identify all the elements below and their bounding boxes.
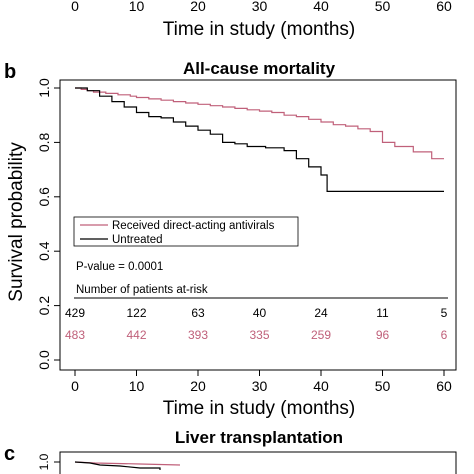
survival-curves — [75, 87, 444, 192]
at-risk-treated-cell: 96 — [376, 328, 390, 342]
y-tick-label: 0.6 — [36, 187, 52, 207]
at-risk-table: 429 122 63 40 24 11 5 483 442 393 335 259 96 6 — [65, 306, 448, 342]
at-risk-treated-cell: 259 — [311, 328, 331, 342]
top-x-tick-label: 40 — [313, 0, 329, 14]
y-tick-label: 0.8 — [36, 132, 52, 152]
at-risk-title: Number of patients at-risk — [76, 284, 208, 296]
x-axis: 0 10 20 30 40 50 60 — [71, 370, 452, 394]
x-axis-label: Time in study (months) — [163, 398, 356, 419]
panel-c-partial: c Liver transplantation 1.0 — [4, 428, 457, 474]
at-risk-treated-cell: 442 — [126, 328, 146, 342]
at-risk-treated-cell: 335 — [249, 328, 269, 342]
top-x-tick-label: 30 — [252, 0, 268, 14]
panel-c-title: Liver transplantation — [175, 428, 343, 447]
top-x-axis-label: Time in study (months) — [163, 19, 356, 40]
legend-label-treated: Received direct-acting antivirals — [112, 220, 275, 232]
panel-c-frame — [59, 451, 457, 474]
x-tick-label: 0 — [71, 378, 79, 394]
legend-box — [73, 216, 299, 247]
panel-b-letter: b — [4, 61, 16, 83]
x-tick-label: 40 — [313, 378, 329, 394]
panel-c-curve-untreated — [74, 461, 161, 470]
top-panel-partial: 0 10 20 30 40 50 60 Time in study (months) — [71, 0, 452, 40]
x-tick-label: 60 — [436, 378, 452, 394]
at-risk-untreated-cell: 11 — [376, 306, 389, 320]
y-tick-label: 1.0 — [36, 78, 52, 98]
top-x-tick-label: 0 — [71, 0, 79, 14]
at-risk-treated-cell: 483 — [65, 328, 85, 342]
curve-treated — [75, 87, 444, 160]
y-axis-label: Survival probability — [6, 142, 27, 302]
at-risk-untreated-cell: 24 — [314, 306, 328, 320]
panel-b: b All-cause mortality 0.0 0.2 0.4 0.6 0.8 1.0… — [4, 59, 457, 419]
top-x-tick-label: 50 — [375, 0, 391, 14]
at-risk-untreated-cell: 63 — [191, 306, 205, 320]
top-x-tick-label: 20 — [190, 0, 206, 14]
x-tick-label: 30 — [252, 378, 268, 394]
legend-label-untreated: Untreated — [112, 234, 163, 246]
plot-frame — [59, 79, 457, 371]
p-value: P-value = 0.0001 — [76, 261, 163, 273]
chart-title: All-cause mortality — [183, 59, 336, 78]
at-risk-untreated-cell: 429 — [65, 306, 85, 320]
x-tick-label: 20 — [190, 378, 206, 394]
top-x-tick-labels: 0 10 20 30 40 50 60 — [71, 0, 452, 14]
top-x-tick-label: 10 — [129, 0, 145, 14]
y-tick-label: 0.2 — [36, 296, 52, 316]
panel-c-y-tick-label: 1.0 — [37, 453, 51, 470]
curve-untreated — [75, 87, 444, 192]
y-axis: 0.0 0.2 0.4 0.6 0.8 1.0 — [36, 78, 60, 370]
at-risk-untreated-cell: 40 — [253, 306, 267, 320]
at-risk-untreated-cell: 5 — [441, 306, 448, 320]
x-tick-label: 50 — [375, 378, 391, 394]
x-tick-label: 10 — [129, 378, 145, 394]
top-x-tick-label: 60 — [436, 0, 452, 14]
at-risk-treated-cell: 393 — [188, 328, 208, 342]
at-risk-untreated-cell: 122 — [126, 306, 146, 320]
y-tick-label: 0.4 — [36, 241, 52, 261]
panel-c-letter: c — [4, 443, 15, 465]
at-risk-treated-cell: 6 — [441, 328, 448, 342]
y-tick-label: 0.0 — [36, 350, 52, 370]
legend: Received direct-acting antivirals Untrea… — [73, 216, 299, 247]
